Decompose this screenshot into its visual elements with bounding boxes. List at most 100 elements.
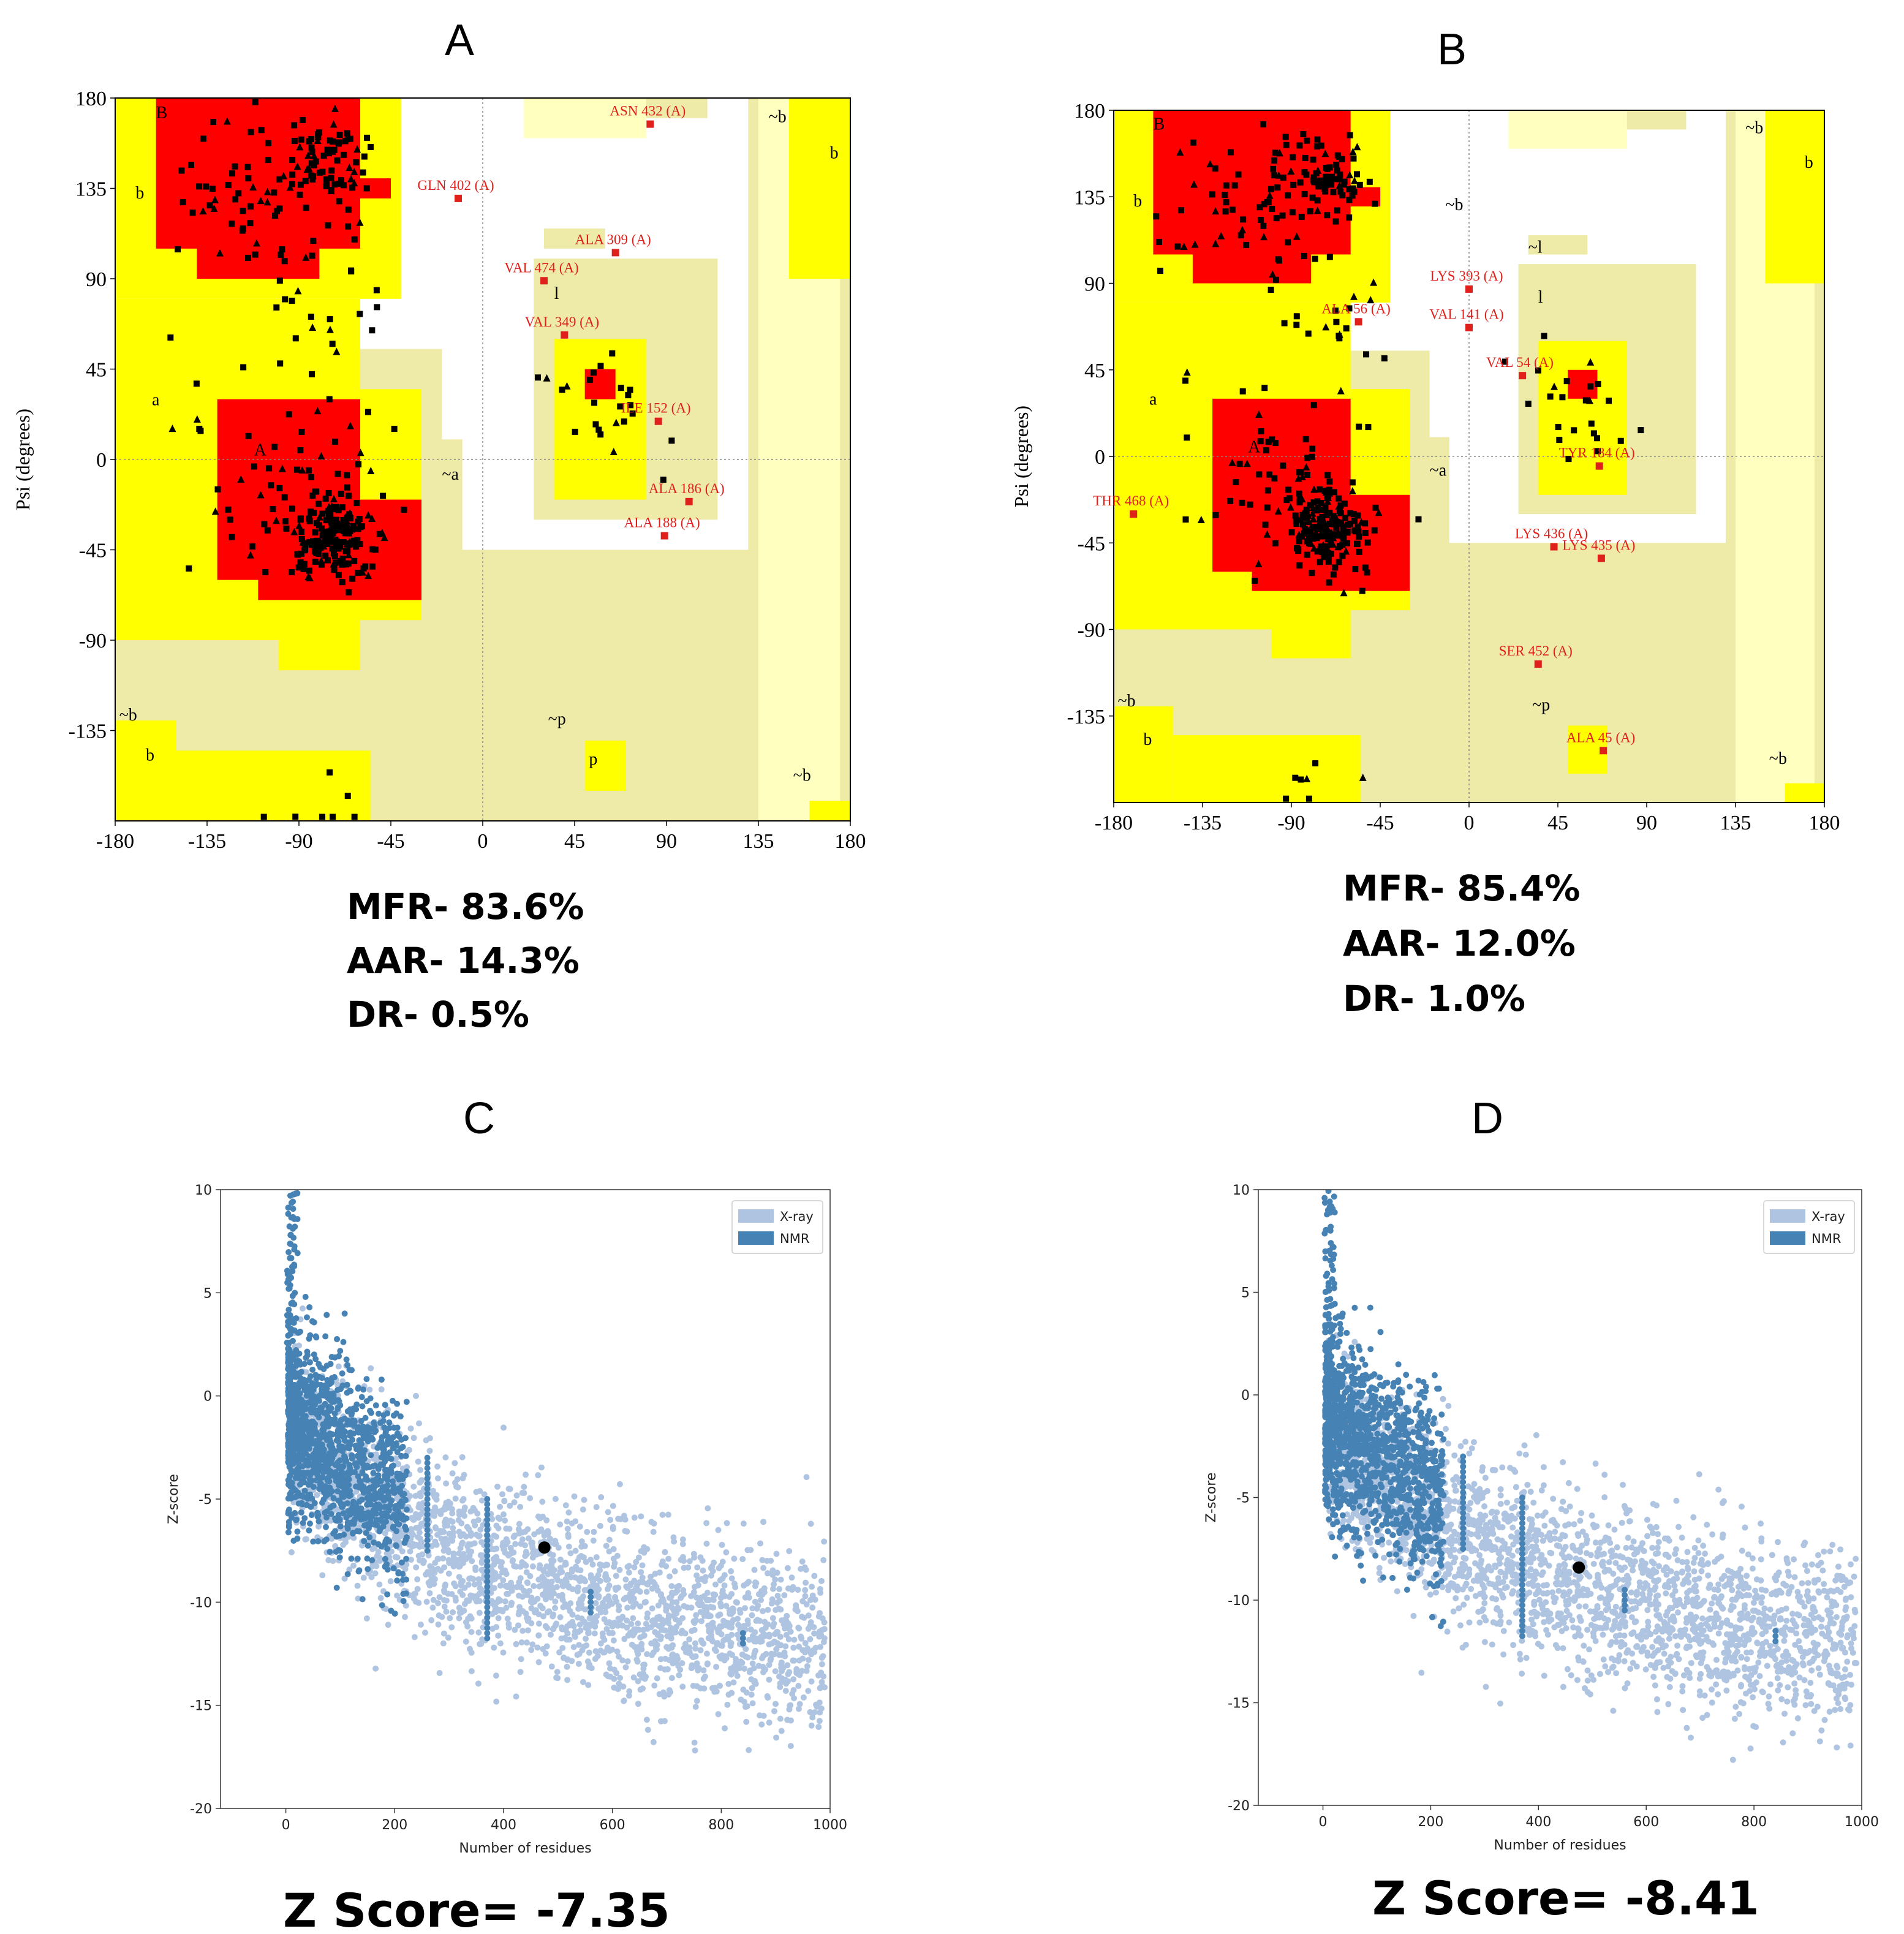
- xray-point: [417, 1622, 424, 1628]
- glycine-point: [1339, 519, 1347, 527]
- residue-point: [252, 251, 259, 258]
- nmr-point: [340, 1494, 347, 1500]
- nmr-point: [358, 1505, 365, 1512]
- xray-point: [630, 1674, 637, 1681]
- xray-point: [445, 1634, 451, 1641]
- xray-point: [698, 1576, 705, 1582]
- nmr-point: [398, 1436, 405, 1443]
- glycine-point: [342, 135, 350, 143]
- xray-point: [457, 1606, 464, 1613]
- xray-point: [512, 1541, 519, 1547]
- xray-point: [686, 1558, 693, 1565]
- glycine-point: [294, 287, 302, 295]
- xray-point: [693, 1594, 700, 1601]
- xray-point: [540, 1645, 546, 1652]
- xray-point: [715, 1612, 722, 1619]
- outlier-point: [1519, 372, 1526, 380]
- nmr-point: [363, 1398, 370, 1405]
- xray-point: [763, 1650, 769, 1657]
- xray-point: [410, 1517, 417, 1524]
- glycine-point: [216, 249, 224, 257]
- residue-point: [270, 506, 276, 513]
- panel-title-a: A: [445, 16, 474, 65]
- xray-point: [571, 1493, 578, 1500]
- generous-region-pale: [523, 98, 646, 138]
- residue-point: [344, 515, 350, 521]
- xray-point: [572, 1547, 579, 1554]
- nmr-point: [330, 1502, 337, 1509]
- nmr-point: [358, 1394, 365, 1400]
- xray-point: [426, 1435, 433, 1441]
- xray-point: [341, 1575, 348, 1582]
- residue-point: [1356, 423, 1362, 430]
- nmr-point: [363, 1521, 370, 1528]
- residue-point: [1174, 243, 1181, 250]
- outlier-label: ALA 56 (A): [1321, 301, 1390, 316]
- residue-point: [1285, 239, 1291, 246]
- glycine-point: [302, 253, 310, 261]
- nmr-point: [353, 1401, 360, 1408]
- xray-point: [565, 1533, 572, 1540]
- glycine-point: [168, 425, 176, 433]
- xray-point: [739, 1556, 746, 1563]
- nmr-point: [385, 1434, 391, 1440]
- core-region: [1192, 244, 1312, 284]
- residue-point: [1332, 564, 1339, 571]
- nmr-point: [349, 1455, 355, 1462]
- nmr-point: [382, 1555, 388, 1562]
- nmr-point: [338, 1425, 345, 1432]
- xray-point: [502, 1582, 509, 1589]
- residue-point: [206, 202, 213, 209]
- xray-point: [709, 1596, 716, 1603]
- xray-point: [795, 1683, 802, 1690]
- region-label: ~a: [1430, 461, 1447, 480]
- xray-point: [706, 1628, 712, 1635]
- xray-point: [539, 1513, 546, 1520]
- glycine-point: [1325, 175, 1333, 183]
- glycine-point: [1313, 206, 1321, 214]
- glycine-point: [353, 145, 361, 153]
- nmr-point: [314, 1408, 321, 1415]
- residue-point: [1342, 515, 1348, 521]
- residue-point: [298, 529, 304, 535]
- xray-point: [733, 1656, 739, 1663]
- xray-point: [416, 1557, 423, 1564]
- xray-point: [529, 1563, 536, 1570]
- xray-point: [518, 1656, 524, 1663]
- residue-point: [319, 510, 326, 517]
- xray-point: [732, 1584, 739, 1590]
- nmr-point: [356, 1437, 363, 1444]
- xray-point: [583, 1558, 589, 1565]
- outlier-label: LYS 436 (A): [1515, 526, 1588, 542]
- outlier-point: [1130, 510, 1138, 518]
- xray-point: [660, 1689, 667, 1696]
- glycine-point: [380, 534, 388, 542]
- xray-point: [818, 1577, 825, 1584]
- nmr-point: [365, 1438, 371, 1445]
- xray-point: [821, 1626, 828, 1633]
- xray-point: [570, 1644, 577, 1650]
- residue-point: [1326, 164, 1333, 171]
- residue-point: [1349, 479, 1356, 486]
- xray-point: [722, 1593, 728, 1600]
- xray-point: [779, 1675, 785, 1682]
- residue-point: [1260, 222, 1267, 229]
- nmr-point: [332, 1528, 339, 1535]
- xray-point: [448, 1624, 455, 1631]
- nmr-point: [396, 1489, 403, 1495]
- glycine-point: [1255, 410, 1263, 418]
- xray-point: [477, 1487, 483, 1494]
- nmr-point: [285, 1510, 292, 1517]
- residue-point: [309, 371, 315, 377]
- xray-point: [624, 1624, 630, 1631]
- xray-point: [509, 1558, 516, 1565]
- xray-point: [653, 1645, 660, 1652]
- xray-point: [811, 1573, 818, 1579]
- xray-point: [809, 1604, 816, 1611]
- xray-point: [602, 1571, 609, 1577]
- xray-point: [804, 1663, 810, 1669]
- residue-point: [315, 522, 322, 529]
- residue-point: [323, 540, 330, 547]
- xray-point: [288, 1549, 295, 1555]
- residue-point: [268, 482, 274, 489]
